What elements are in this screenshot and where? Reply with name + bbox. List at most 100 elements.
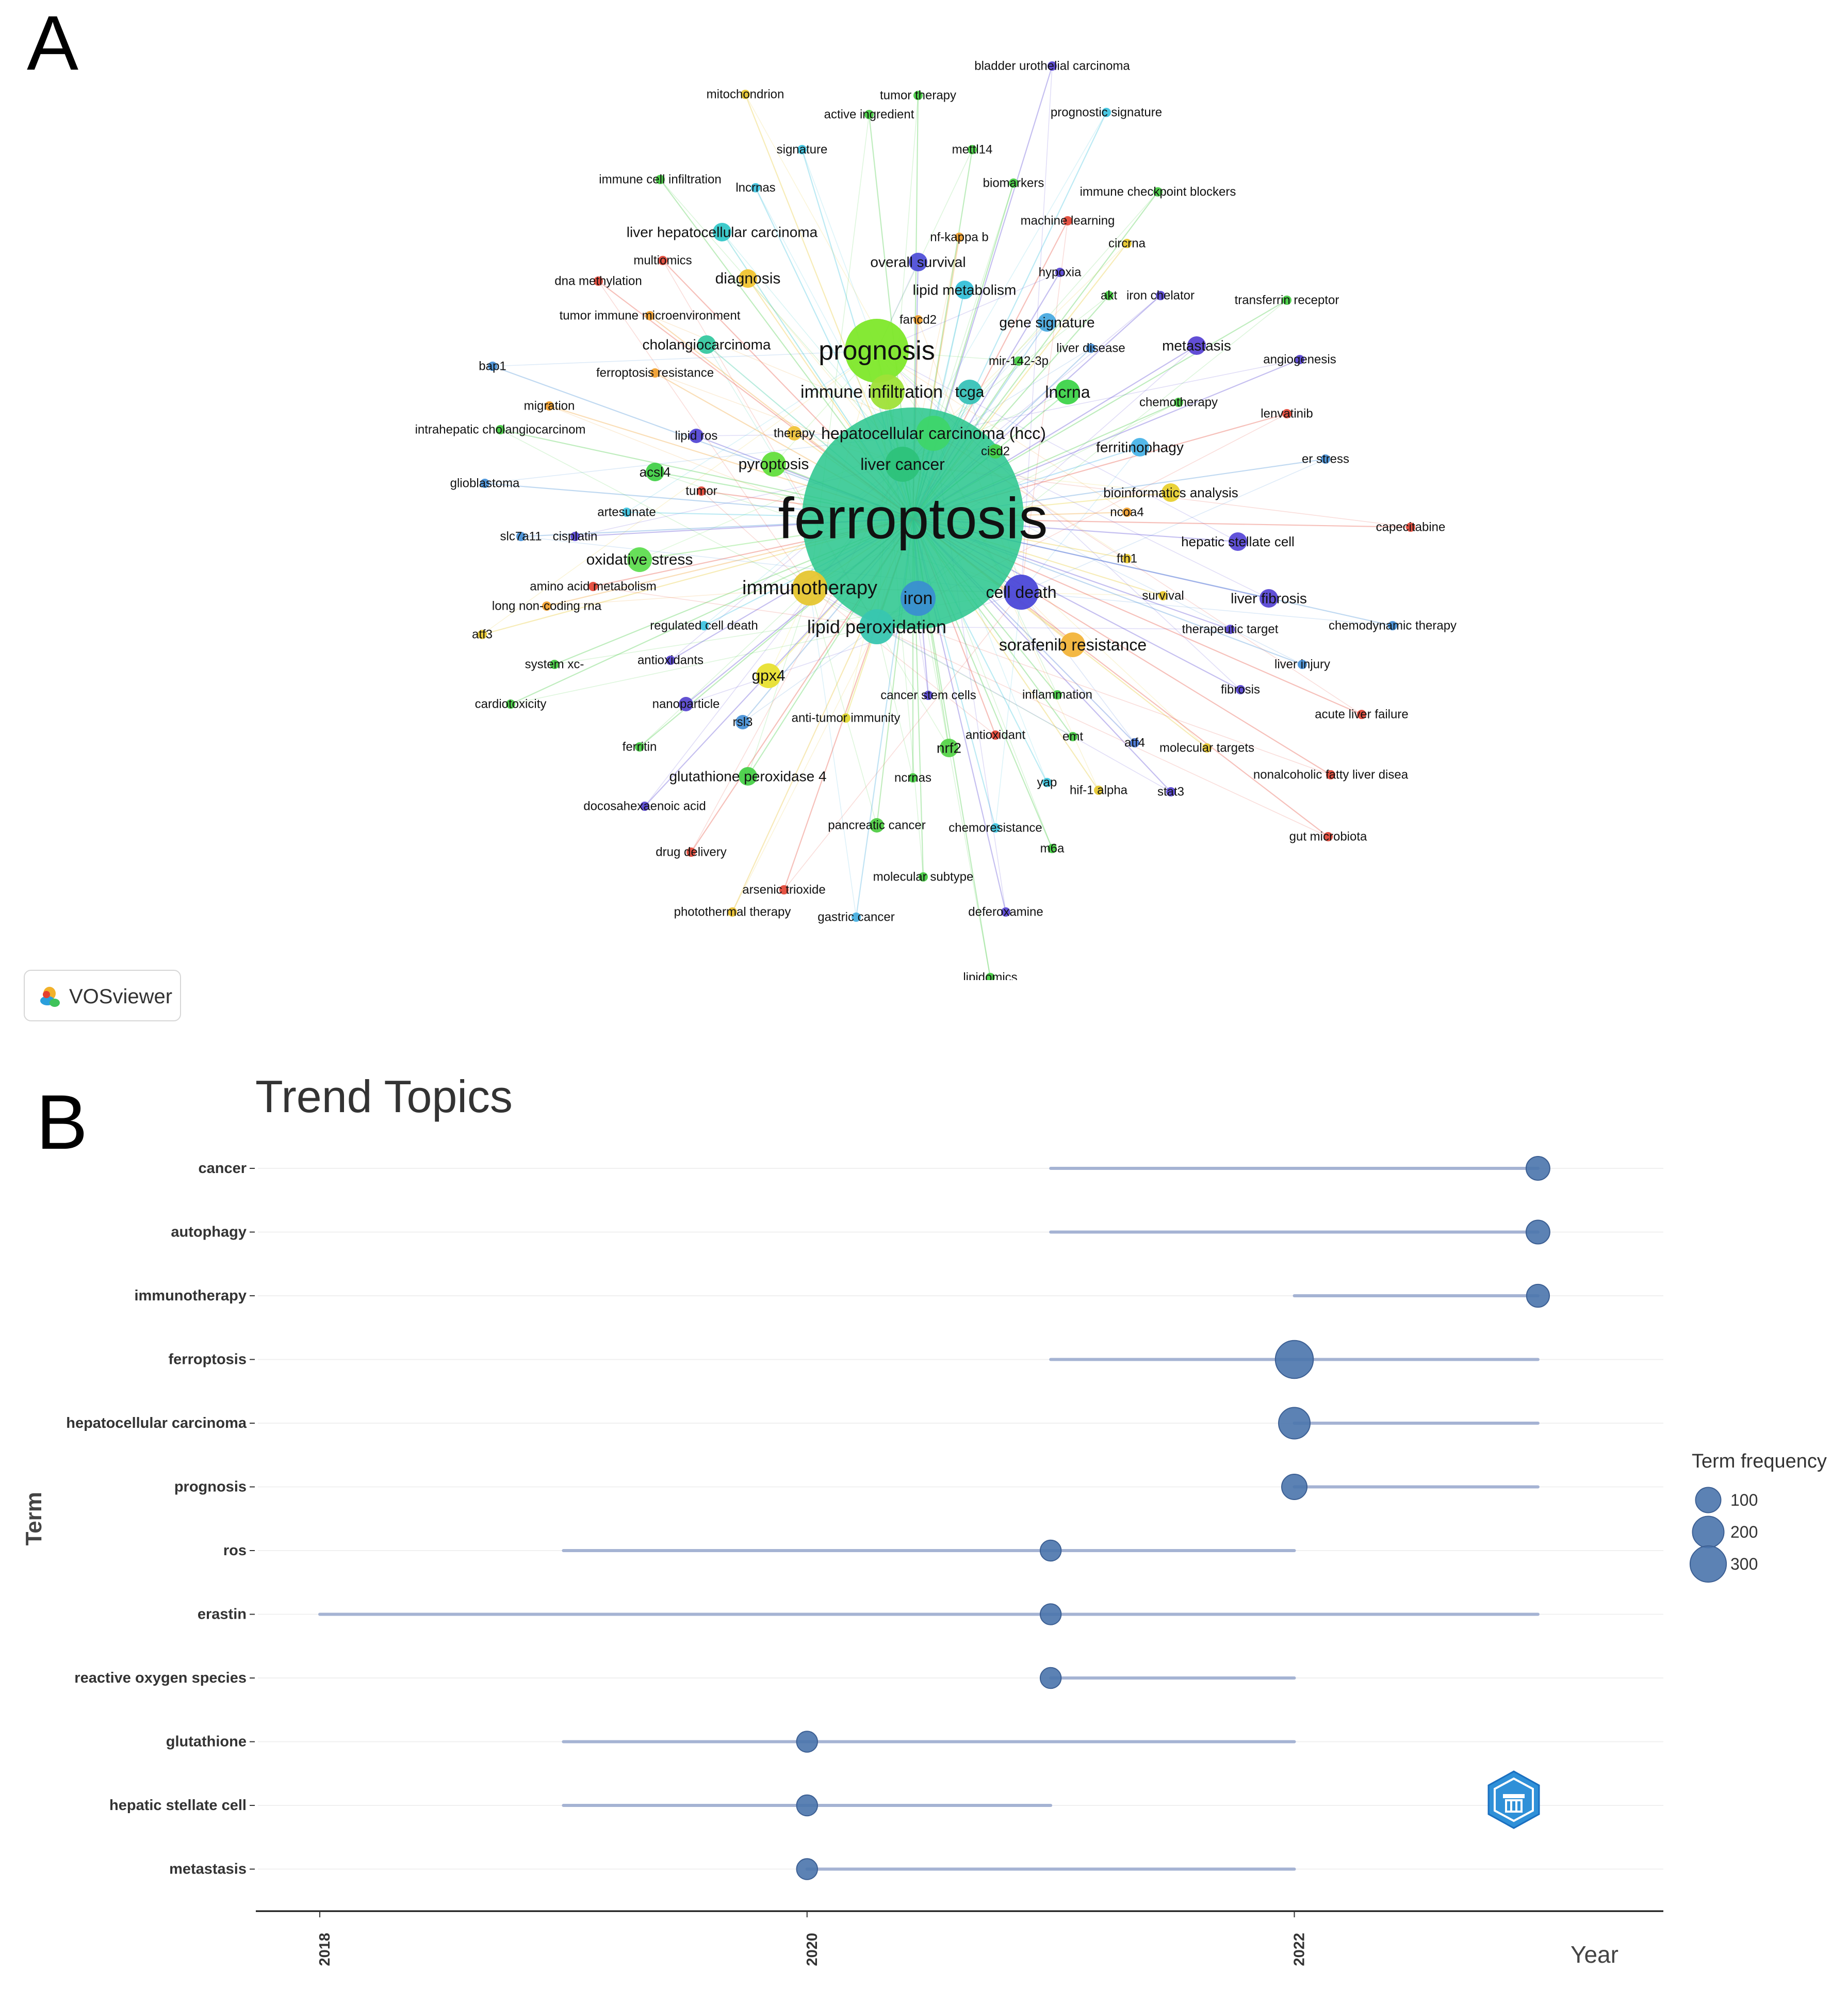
node-regulated-cell-death <box>699 621 709 630</box>
term-label-hepatic-stellate-cell: hepatic stellate cell <box>109 1797 247 1814</box>
node-liver-cancer <box>885 447 920 482</box>
edge-rsl3-lipid-peroxidation <box>742 626 877 723</box>
node-label-long-non-coding-rna: long non-coding rna <box>492 599 602 613</box>
node-cholangiocarcinoma <box>697 335 716 354</box>
point-metastasis <box>796 1858 819 1880</box>
node-machine-learning <box>1063 216 1072 225</box>
node-label-iron-chelator: iron chelator <box>1126 289 1195 303</box>
edge-pancreatic-cancer-immunotherapy <box>809 588 877 826</box>
node-label-liver-cancer: liver cancer <box>860 455 945 474</box>
node-nf-kappa-b <box>955 233 964 242</box>
node-lipid-peroxidation <box>859 609 894 644</box>
node-label-gene-signature: gene signature <box>999 315 1094 331</box>
node-label-lipidomics: lipidomics <box>963 971 1017 981</box>
edge-bladder-urothelial-carcinoma-cell-death <box>1021 66 1053 593</box>
legend-title: Term frequency <box>1692 1451 1827 1472</box>
node-label-mettl14: mettl14 <box>952 143 993 157</box>
node-label-immune-infiltration: immune infiltration <box>800 382 943 402</box>
node-label-angiogenesis: angiogenesis <box>1263 353 1336 367</box>
node-akt <box>1104 291 1114 300</box>
node-label-antioxidant: antioxidant <box>966 728 1025 742</box>
node-lipidomics <box>986 973 995 980</box>
node-label-cell-death: cell death <box>986 583 1057 601</box>
node-gut-microbiota <box>1323 832 1333 841</box>
node-label-nf-kappa-b: nf-kappa b <box>930 231 988 245</box>
node-tumor <box>697 486 706 496</box>
node-label-amino-acid-metabolism: amino acid metabolism <box>530 580 656 594</box>
point-ferroptosis <box>1274 1340 1314 1379</box>
edge-dna-methylation-immunotherapy <box>598 281 810 589</box>
node-fth1 <box>1122 554 1132 563</box>
y-axis-title: Term <box>21 1492 46 1545</box>
node-label-metastasis: metastasis <box>1162 338 1231 354</box>
node-deferoxamine <box>1001 907 1010 917</box>
term-label-cancer: cancer <box>198 1160 247 1177</box>
node-label-ncrnas: ncrnas <box>894 771 931 785</box>
node-angiogenesis <box>1295 355 1304 364</box>
node-ferroptosis <box>802 408 1024 629</box>
node-label-immunotherapy: immunotherapy <box>742 577 877 599</box>
node-label-diagnosis: diagnosis <box>715 270 781 287</box>
node-label-mitochondrion: mitochondrion <box>707 88 784 102</box>
node-dna-methylation <box>594 276 603 286</box>
node-label-lipid-peroxidation: lipid peroxidation <box>807 616 946 638</box>
node-m6a <box>1048 844 1057 853</box>
node-glioblastoma <box>480 479 489 488</box>
node-er-stress <box>1321 454 1330 464</box>
node-label-ferroptosis-resistance: ferroptosis resistance <box>596 366 714 380</box>
node-label-atf3: atf3 <box>472 628 493 642</box>
node-label-fancd2: fancd2 <box>900 313 937 327</box>
point-immunotherapy <box>1526 1283 1550 1308</box>
node-immune-cell-infiltration <box>656 175 665 184</box>
node-gastric-cancer <box>852 913 861 922</box>
edge-emt-lipid-peroxidation <box>876 626 1073 737</box>
node-label-nonalcoholic-fatty-liver-disea: nonalcoholic fatty liver disea <box>1253 768 1409 782</box>
node-sorafenib-resistance <box>1060 632 1085 657</box>
edge-amino-acid-metabolism-lipid-peroxidation <box>593 586 877 627</box>
legend-symbol-100 <box>1695 1487 1722 1513</box>
node-mitochondrion <box>741 90 750 99</box>
point-erastin <box>1039 1603 1062 1625</box>
node-cisplatin <box>570 532 580 541</box>
node-emt <box>1068 732 1077 741</box>
node-liver-injury <box>1298 660 1307 669</box>
node-yap <box>1042 778 1052 787</box>
node-lipid-metabolism <box>955 281 974 299</box>
node-label-hepatic-stellate-cell: hepatic stellate cell <box>1181 534 1295 549</box>
node-molecular-targets <box>1202 743 1212 753</box>
node-label-artesunate: artesunate <box>597 506 656 519</box>
node-label-bioinformatics-analysis: bioinformatics analysis <box>1103 485 1238 500</box>
node-label-liver-hepatocellular-carcinoma: liver hepatocellular carcinoma <box>627 224 818 240</box>
node-slc7a11 <box>516 532 526 541</box>
node-liver-fibrosis <box>1260 589 1278 608</box>
node-ferritin <box>635 742 644 752</box>
node-bioinformatics-analysis <box>1162 483 1180 502</box>
node-gene-signature <box>1038 313 1056 332</box>
node-biomarkers <box>1009 178 1018 188</box>
node-label-photothermal-therapy: photothermal therapy <box>674 905 791 919</box>
node-antioxidants <box>666 656 675 665</box>
point-cancer <box>1525 1156 1550 1181</box>
node-label-lipid-metabolism: lipid metabolism <box>913 282 1017 298</box>
edge-chemodynamic-therapy-cell-death <box>1021 592 1393 626</box>
edge-nrf2-lipid-peroxidation <box>876 626 950 748</box>
node-label-cholangiocarcinoma: cholangiocarcinoma <box>642 337 771 353</box>
node-label-signature: signature <box>777 143 828 157</box>
node-ncoa4 <box>1122 508 1132 517</box>
node-acsl4 <box>646 463 664 481</box>
node-label-anti-tumor-immunity: anti-tumor immunity <box>792 711 901 725</box>
node-therapeutic-target <box>1225 625 1235 634</box>
term-label-reactive-oxygen-species: reactive oxygen species <box>74 1670 247 1686</box>
node-label-emt: emt <box>1062 730 1083 744</box>
edge-ferritin-immunotherapy <box>639 588 810 747</box>
edge-machine-learning-cell-death <box>1021 220 1068 593</box>
vosviewer-logo-text: VOSviewer <box>69 985 173 1008</box>
edge-er-stress-cell-death <box>1021 459 1326 593</box>
node-label-fth1: fth1 <box>1117 552 1137 566</box>
panel-a-label: A <box>27 0 79 86</box>
node-ferritinophagy <box>1131 438 1149 457</box>
node-fibrosis <box>1236 685 1245 694</box>
node-label-molecular-subtype: molecular subtype <box>873 870 974 884</box>
range-lines <box>318 1167 1540 1871</box>
edge-therapeutic-target-lipid-peroxidation <box>876 626 1231 630</box>
